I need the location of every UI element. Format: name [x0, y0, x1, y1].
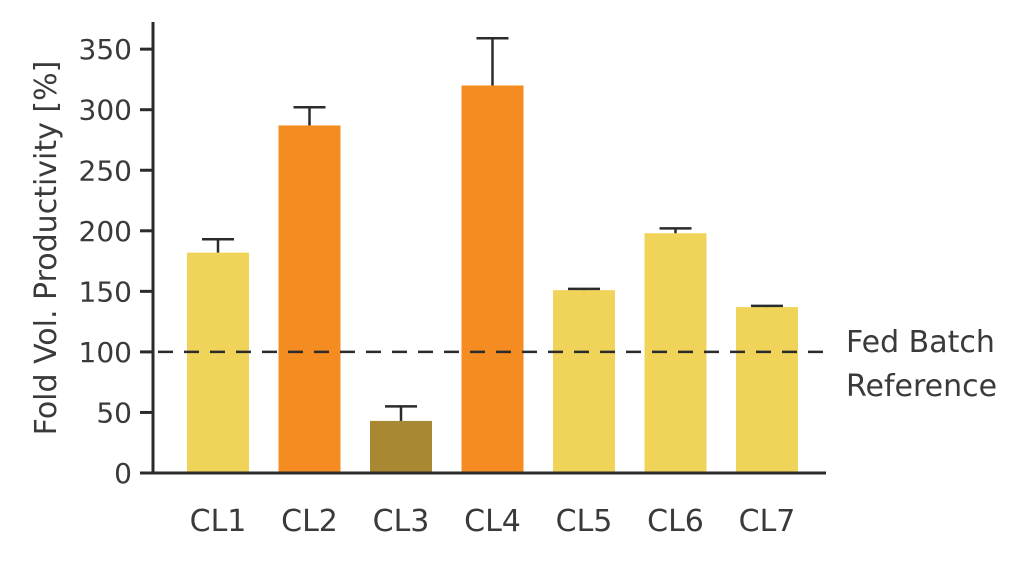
reference-label-line-2: Reference [846, 369, 997, 404]
bar-cl5 [553, 290, 615, 473]
error-bar-cl5 [568, 287, 600, 291]
bar-cl4 [461, 85, 524, 473]
y-tick-label-50: 50 [96, 396, 132, 429]
x-tick-label-cl4: CL4 [464, 504, 521, 539]
bar-cl7 [736, 307, 798, 473]
axes-group [151, 22, 826, 475]
x-tick-label-cl6: CL6 [647, 504, 704, 539]
y-tick-label-250: 250 [79, 154, 132, 187]
y-tick-label-0: 0 [114, 457, 132, 490]
error-bars-group [202, 37, 783, 421]
y-tick-label-300: 300 [79, 94, 132, 127]
y-axis-title: Fold Vol. Productivity [%] [29, 61, 64, 436]
bars-group [187, 85, 798, 474]
x-tick-label-cl5: CL5 [556, 504, 613, 539]
error-bar-cl7 [751, 304, 783, 308]
error-bar-cl4 [476, 37, 509, 86]
reference-label: Fed Batch Reference [846, 325, 997, 404]
bar-cl2 [278, 125, 341, 474]
x-tick-label-cl1: CL1 [190, 504, 247, 539]
error-bar-cl1 [202, 238, 234, 253]
y-tick-label-200: 200 [79, 215, 132, 248]
bar-cl1 [187, 252, 249, 473]
y-tick-label-150: 150 [79, 275, 132, 308]
x-tick-label-cl2: CL2 [281, 504, 338, 539]
y-axis-title-group: Fold Vol. Productivity [%] [29, 61, 64, 436]
error-bar-cl2 [293, 106, 326, 126]
error-bar-cl3 [385, 405, 417, 421]
error-bar-cl6 [659, 227, 692, 234]
bar-cl3 [370, 420, 432, 473]
x-labels-group: CL1 CL2 CL3 CL4 CL5 CL6 CL7 [190, 504, 796, 539]
x-tick-label-cl3: CL3 [373, 504, 430, 539]
y-ticks-group: 0 50 100 150 200 250 300 350 [79, 33, 153, 490]
y-tick-label-350: 350 [79, 33, 132, 66]
reference-label-line-1: Fed Batch [846, 325, 995, 360]
x-tick-label-cl7: CL7 [739, 504, 796, 539]
y-tick-label-100: 100 [79, 336, 132, 369]
